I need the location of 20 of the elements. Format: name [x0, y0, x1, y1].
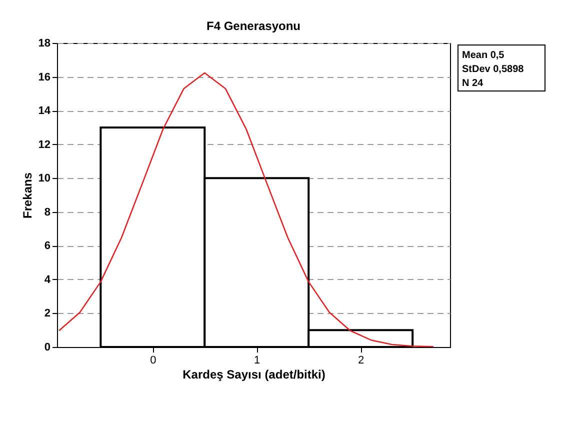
x-tick-label: 2	[358, 354, 364, 366]
y-tick-label: 14	[38, 105, 52, 118]
y-tick-label: 12	[38, 138, 50, 151]
y-tick-label: 8	[44, 206, 50, 218]
x-tick-label: 0	[150, 354, 156, 366]
x-axis-title: Kardeş Sayısı (adet/bitki)	[182, 368, 326, 382]
y-tick-label: 6	[44, 240, 50, 252]
y-tick-label: 2	[44, 308, 50, 320]
y-tick-label: 10	[38, 172, 50, 185]
y-tick-label: 0	[44, 342, 50, 354]
y-tick-label: 4	[44, 274, 52, 286]
text: StDev 0,5898	[462, 64, 524, 75]
text: Mean 0,5	[462, 50, 505, 61]
chart-title: F4 Generasyonu	[206, 19, 301, 33]
y-tick-label: 18	[38, 38, 50, 50]
y-axis-title: Frekans	[20, 172, 34, 219]
x-tick-label: 1	[254, 354, 260, 366]
y-tick-label: 16	[38, 71, 50, 84]
line-series	[58, 72, 434, 347]
text: N 24	[462, 78, 484, 89]
